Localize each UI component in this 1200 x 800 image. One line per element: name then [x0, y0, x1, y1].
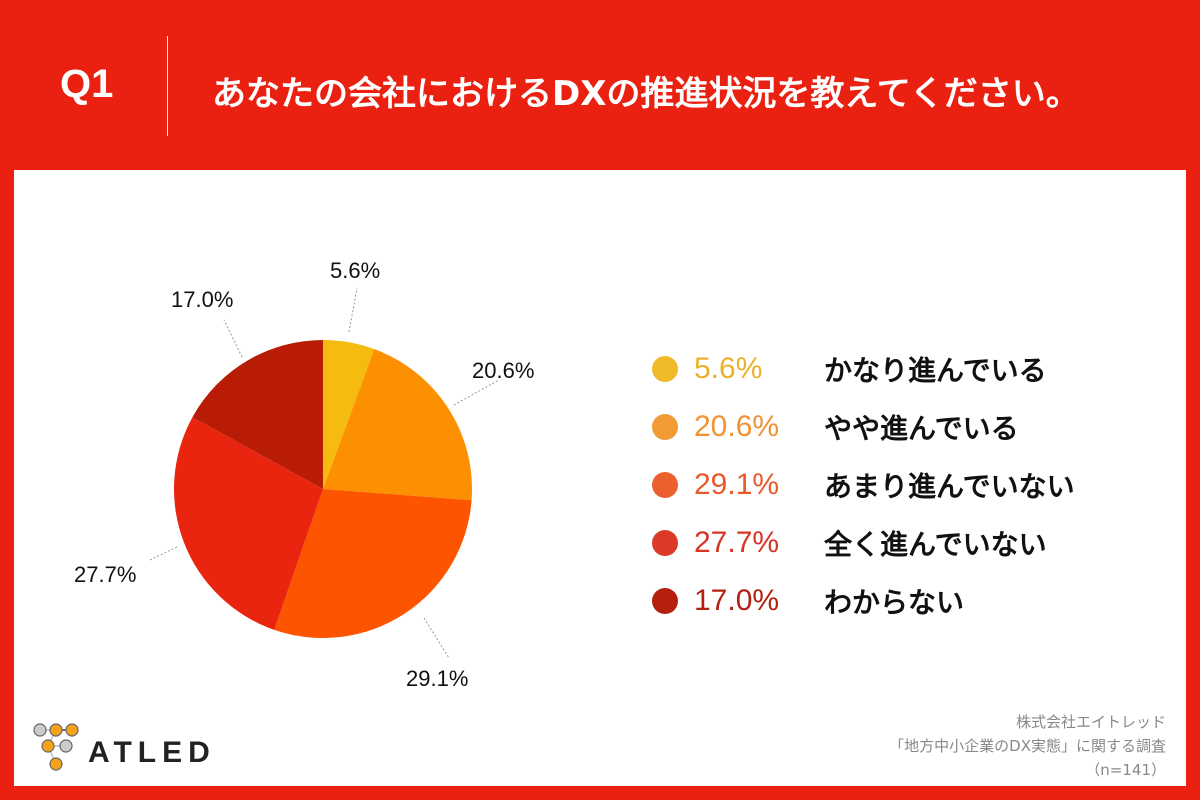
pie-label-yaya: 20.6%	[472, 358, 535, 383]
legend-dot-icon	[652, 472, 678, 498]
legend-pct: 27.7%	[694, 526, 780, 559]
chart-panel: 5.6% 20.6% 29.1% 27.7% 17.0%	[14, 170, 1186, 786]
legend-dot-icon	[652, 530, 678, 556]
pie-slices	[173, 340, 472, 638]
pie-label-mattaku: 27.7%	[74, 562, 137, 587]
header-divider	[167, 36, 168, 136]
legend-item: 27.7% 全く進んでいない	[652, 514, 1075, 572]
leader-lines	[149, 287, 500, 659]
source-sample-size: （n=141）	[1085, 761, 1166, 779]
question-number: Q1	[60, 62, 114, 106]
legend: 5.6% かなり進んでいる 20.6% やや進んでいる 29.1% あまり進んで…	[652, 340, 1075, 630]
legend-dot-icon	[652, 414, 678, 440]
question-title: あなたの会社におけるDXの推進状況を教えてください。	[212, 74, 1080, 114]
legend-dot-icon	[652, 588, 678, 614]
legend-label: かなり進んでいる	[824, 354, 1047, 387]
pie-slice	[192, 340, 323, 489]
pie-slice	[323, 349, 472, 501]
legend-item: 17.0% わからない	[652, 572, 1075, 630]
legend-item: 5.6% かなり進んでいる	[652, 340, 1075, 398]
pie-slice	[274, 489, 472, 638]
pie-label-wakaranai: 17.0%	[171, 287, 234, 312]
source-survey: 「地方中小企業のDX実態」に関する調査	[889, 737, 1166, 755]
atled-logo-text: ATLED	[88, 736, 216, 769]
legend-pct: 20.6%	[694, 410, 780, 443]
header: Q1 あなたの会社におけるDXの推進状況を教えてください。	[0, 0, 1200, 170]
legend-pct: 17.0%	[694, 584, 780, 617]
legend-dot-icon	[652, 356, 678, 382]
pie-label-amari: 29.1%	[406, 666, 469, 691]
legend-label: あまり進んでいない	[824, 470, 1075, 503]
pie-slice	[323, 340, 375, 489]
legend-label: わからない	[824, 586, 965, 619]
pie-slice	[173, 417, 323, 630]
pie-chart	[149, 287, 500, 659]
legend-pct: 5.6%	[694, 352, 763, 385]
pie-label-kanari: 5.6%	[330, 258, 381, 283]
source-note: 株式会社エイトレッド 「地方中小企業のDX実態」に関する調査 （n=141）	[889, 710, 1166, 782]
source-company: 株式会社エイトレッド	[1015, 713, 1166, 731]
legend-pct: 29.1%	[694, 468, 780, 501]
legend-item: 29.1% あまり進んでいない	[652, 456, 1075, 514]
legend-label: やや進んでいる	[824, 412, 1019, 445]
legend-item: 20.6% やや進んでいる	[652, 398, 1075, 456]
legend-label: 全く進んでいない	[824, 528, 1047, 561]
atled-logo-icon	[33, 723, 79, 771]
